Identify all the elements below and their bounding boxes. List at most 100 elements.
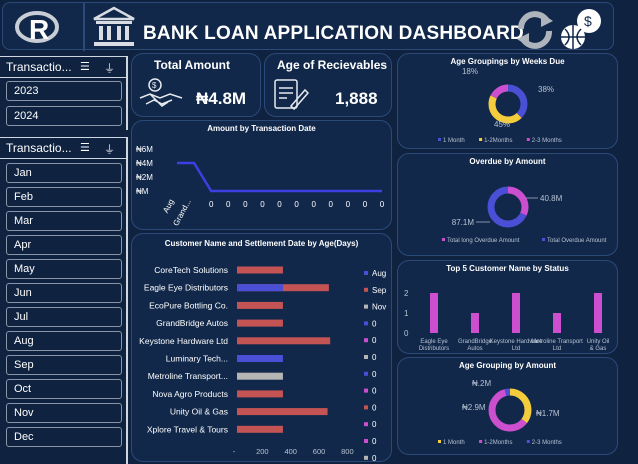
year-item-2023[interactable]: 2023: [6, 81, 122, 101]
month-item-may[interactable]: May: [6, 259, 122, 279]
legend-swatch: [526, 440, 530, 443]
month-item-feb[interactable]: Feb: [6, 187, 122, 207]
legend-swatch: [479, 440, 483, 443]
column-bar-1[interactable]: [471, 313, 479, 333]
customer-settlement-title: Customer Name and Settlement Date by Age…: [164, 239, 359, 248]
dashboard-header: R BANK LOAN APPLICATION DASHBOARD $: [2, 2, 614, 51]
bar-sep-0[interactable]: [237, 266, 283, 274]
amount-by-date-card: Amount by Transaction Date ₦6M ₦4M ₦2M ₦M Au…: [131, 120, 392, 230]
category-label-2: EcoPure Bottling Co.: [149, 300, 228, 310]
month-item-dec[interactable]: Dec: [6, 427, 122, 447]
column-bar-2[interactable]: [512, 293, 520, 333]
handshake-money-icon: $: [139, 78, 183, 107]
month-item-jul[interactable]: Jul: [6, 307, 122, 327]
year-item-2024[interactable]: 2024: [6, 106, 122, 126]
x-tick-label-2: 0: [209, 200, 214, 209]
bar-sep-9[interactable]: [237, 425, 283, 433]
donut-slice-1[interactable]: [487, 186, 529, 228]
legend-entry-1: Sep: [372, 286, 387, 295]
y-tick-label-0: ₦6M: [136, 145, 153, 154]
multi-select-icon[interactable]: ☰: [80, 61, 90, 73]
age-amount-donut: ₦1.7M ₦2.9M ₦.2M 1 Month 1-2Months 2-3 Months: [438, 379, 562, 446]
clear-filter-icon[interactable]: ⏚: [104, 63, 115, 75]
legend-entry-7: 0: [372, 387, 377, 396]
overdue-title: Overdue by Amount: [469, 157, 546, 166]
x-tick-label-3: 0: [226, 200, 231, 209]
month-item-nov[interactable]: Nov: [6, 403, 122, 423]
month-slicer-header: Transactio... ☰ ⏚: [0, 137, 126, 159]
month-item-sep[interactable]: Sep: [6, 355, 122, 375]
month-item-oct[interactable]: Oct: [6, 379, 122, 399]
y-tick-label-1: 1: [404, 309, 409, 318]
year-slicer-header: Transactio... ☰ ⏚: [0, 56, 126, 78]
bar-sep-3[interactable]: [237, 319, 283, 327]
legend-swatch: [364, 338, 368, 343]
line-series[interactable]: [177, 161, 382, 193]
clear-filter-icon[interactable]: ⏚: [104, 144, 115, 156]
legend-entry-10: 0: [372, 437, 377, 446]
month-item-jun[interactable]: Jun: [6, 283, 122, 303]
bar-aug-5[interactable]: [237, 355, 283, 362]
column-bar-3[interactable]: [553, 313, 561, 333]
bar-sep-4[interactable]: [237, 337, 331, 345]
overdue-donut: 40.8M 87.1M Total long Overdue Amount Total…: [442, 186, 607, 244]
column-bar-0[interactable]: [430, 293, 438, 333]
month-slicer: Transactio... ☰ ⏚ Jan Feb Mar Apr May Jun Jul A…: [0, 137, 128, 464]
column-bar-4[interactable]: [594, 293, 602, 333]
legend-swatch: [364, 321, 368, 326]
legend-swatch: [364, 439, 368, 443]
legend-entry-0: 1 Month: [443, 138, 465, 144]
legend-entry-2: Nov: [372, 303, 386, 312]
legend-swatch: [442, 238, 445, 241]
page-title: BANK LOAN APPLICATION DASHBOARD: [143, 23, 524, 44]
legend-swatch: [364, 455, 368, 460]
r-logo-icon: R: [15, 11, 59, 45]
x-tick-label-9: 0: [329, 200, 334, 209]
y-tick-label-2: ₦2M: [136, 173, 153, 182]
donut-slice-2[interactable]: [488, 388, 532, 432]
legend-entry-2: 2-3 Months: [532, 138, 562, 144]
legend-entry-9: 0: [372, 420, 377, 429]
refresh-icon[interactable]: [515, 9, 555, 49]
donut-slice-1[interactable]: [488, 388, 532, 432]
age-weeks-title: Age Groupings by Weeks Due: [450, 57, 565, 66]
x-tick-label-5: 0: [260, 200, 265, 209]
category-label-4: Keystone Hardware Ltd: [139, 336, 228, 346]
category-label-8: Unity Oil & Gas: [170, 407, 228, 417]
kpi-receivables-card: Age of Recievables 1,888: [264, 53, 392, 117]
donut-slice-2[interactable]: [488, 84, 528, 124]
y-tick-label-0: 2: [404, 289, 409, 298]
month-item-mar[interactable]: Mar: [6, 211, 122, 231]
overdue-card: Overdue by Amount 40.8M 87.1M Total long O…: [397, 153, 618, 256]
kpi-total-amount-card: Total Amount $ ₦4.8M: [131, 53, 261, 117]
legend-swatch: [364, 287, 368, 292]
donut-label-1: 87.1M: [452, 218, 475, 227]
x-tick-label-0: -: [233, 447, 236, 456]
bar-sep-2[interactable]: [237, 301, 283, 309]
x-tick-label-10: 0: [346, 200, 351, 209]
x-tick-label-0-a: Eagle Eye: [420, 339, 448, 345]
legend-entry-4: 0: [372, 336, 377, 345]
bar-nov-6[interactable]: [237, 372, 283, 380]
donut-label-2: 18%: [462, 67, 478, 76]
x-tick-label-1-b: Autos: [467, 346, 482, 352]
legend-swatch: [364, 371, 368, 376]
x-tick-label-4: 0: [243, 200, 248, 209]
amount-by-date-title: Amount by Transaction Date: [207, 124, 316, 133]
bar-aug-overlay-1[interactable]: [237, 284, 283, 292]
multi-select-icon[interactable]: ☰: [80, 142, 90, 154]
kpi-total-amount-title: Total Amount: [154, 58, 230, 72]
svg-text:R: R: [29, 14, 49, 45]
legend-entry-0: Total long Overdue Amount: [447, 238, 520, 244]
top5-title: Top 5 Customer Name by Status: [446, 264, 569, 273]
month-item-aug[interactable]: Aug: [6, 331, 122, 351]
month-item-apr[interactable]: Apr: [6, 235, 122, 255]
bar-sep-7[interactable]: [237, 390, 283, 398]
age-amount-title: Age Grouping by Amount: [458, 361, 557, 370]
donut-slice-1[interactable]: [488, 84, 528, 124]
month-item-jan[interactable]: Jan: [6, 163, 122, 183]
x-tick-label-2: 400: [284, 447, 297, 456]
bar-sep-8[interactable]: [237, 408, 328, 416]
legend-swatch: [542, 238, 545, 241]
